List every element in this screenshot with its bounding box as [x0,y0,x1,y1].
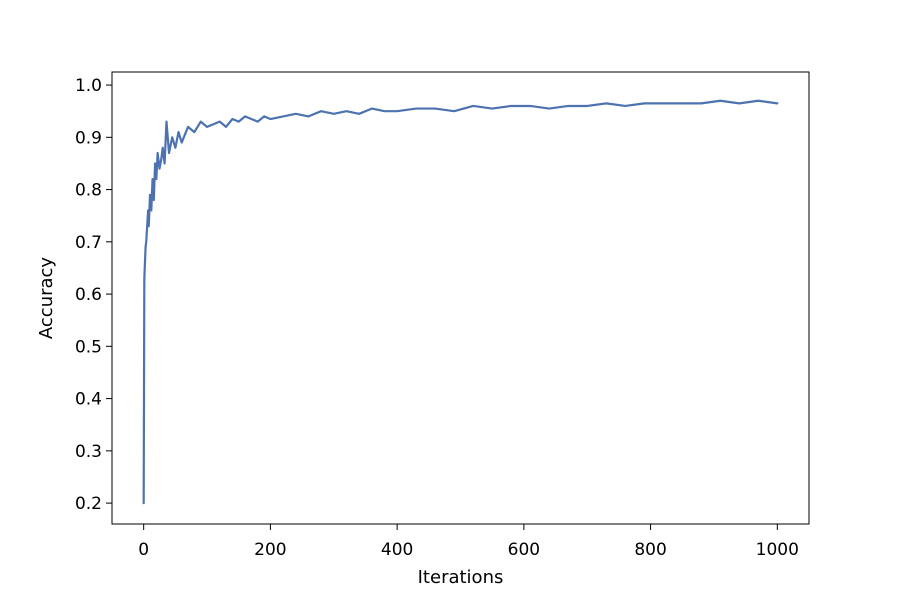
x-tick-label: 0 [138,540,149,560]
y-axis-label: Accuracy [36,257,57,340]
x-tick-label: 800 [634,540,666,560]
x-tick-label: 600 [508,540,540,560]
y-tick-label: 0.9 [75,128,102,148]
y-axis-ticks: 0.2 0.3 0.4 0.5 0.6 0.7 0.8 0.9 1.0 [75,76,112,514]
y-tick-label: 0.6 [75,285,102,305]
series-line [142,99,779,505]
x-axis-ticks: 0 200 400 600 800 1000 [138,524,799,560]
y-tick-label: 1.0 [75,76,102,96]
plot-frame [111,71,810,525]
x-tick-label: 1000 [756,540,799,560]
x-axis-label: Iterations [418,567,504,588]
y-tick-label: 0.7 [75,233,102,253]
y-tick-label: 0.8 [75,181,102,201]
x-tick-label: 200 [254,540,286,560]
x-tick-label: 400 [381,540,413,560]
y-tick-label: 0.4 [75,390,102,410]
y-tick-label: 0.2 [75,494,102,514]
y-tick-label: 0.5 [75,337,102,357]
y-tick-label: 0.3 [75,442,102,462]
